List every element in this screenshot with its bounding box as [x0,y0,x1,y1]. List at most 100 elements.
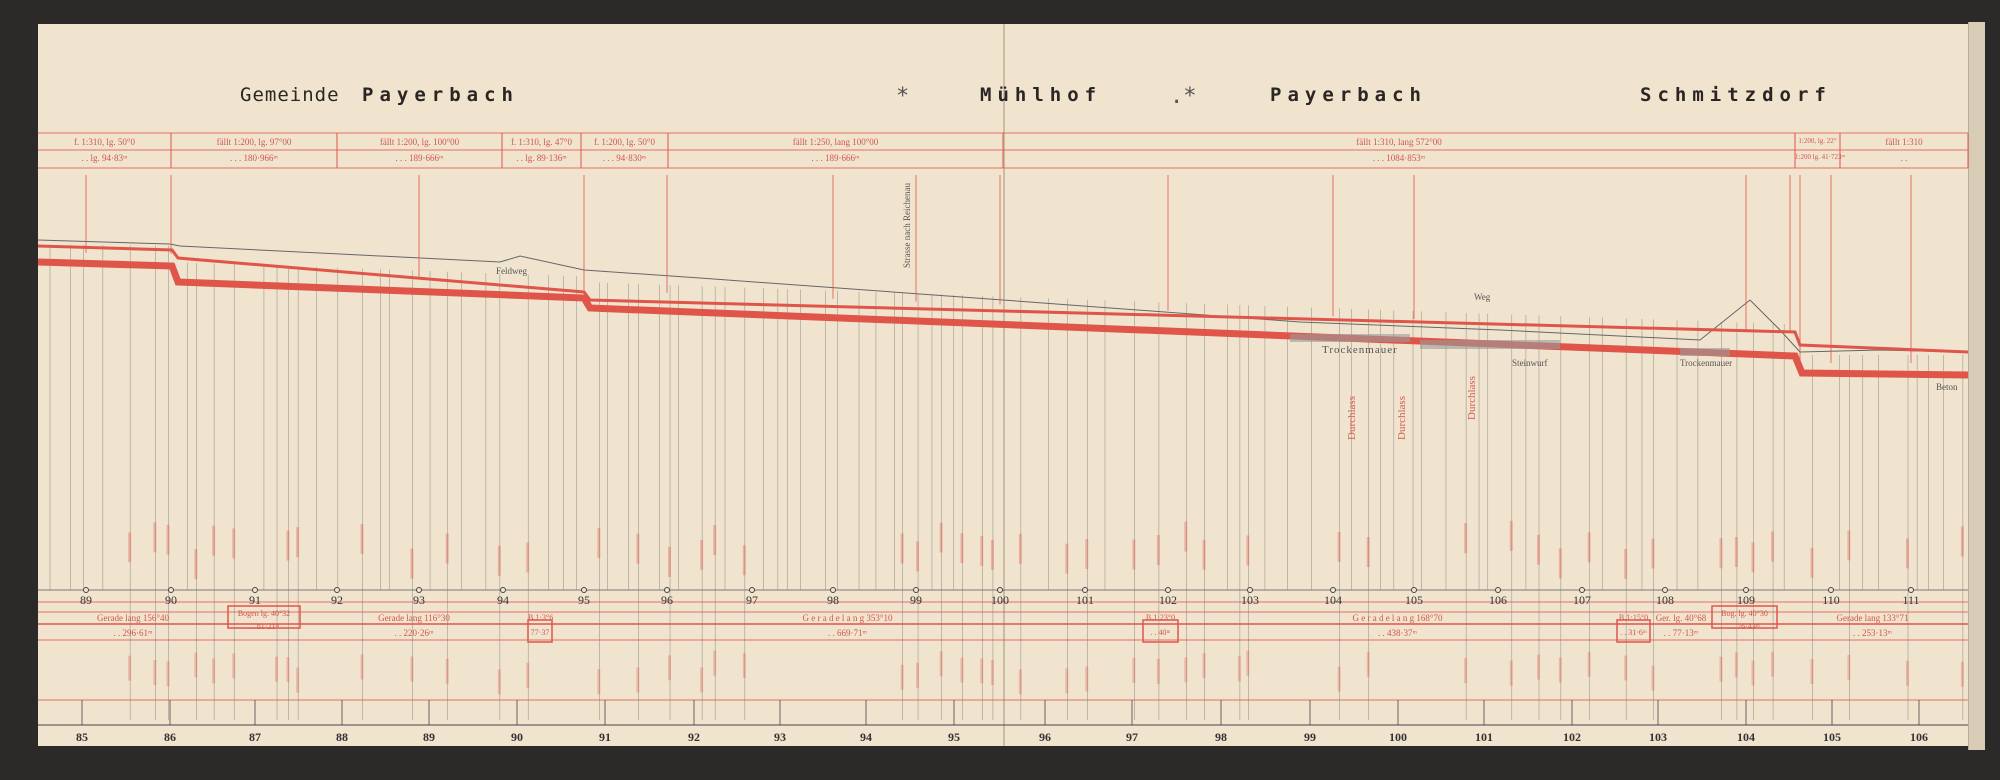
elevation-number [700,539,704,570]
elevation-number [1847,654,1851,680]
station-number: 103 [1241,593,1259,607]
elevation-number [1464,523,1468,554]
km-number: 99 [1304,730,1316,744]
alignment-cell-bottom: . . 31·6ᵐ [1620,628,1647,637]
elevation-number [1246,535,1250,566]
elevation-number [1237,656,1241,682]
gradient-cell-top: f. 1:200, lg. 50°0 [593,137,656,147]
label-durchlass: Durchlass [1346,396,1358,440]
elevation-number [212,525,216,556]
elevation-number [1558,657,1562,683]
curve-box [1711,605,1778,629]
elevation-number [1202,539,1206,570]
elevation-number [916,541,920,572]
elevation-number [153,659,157,685]
elevation-number [939,651,943,677]
elevation-number [900,664,904,690]
elevation-number [742,545,746,576]
elevation-number [1960,526,1964,557]
station-number: 93 [413,593,425,607]
elevation-number [410,548,414,579]
alignment-cell-bottom: . . 438·37ᵐ [1378,628,1417,638]
alignment-cell-top: G e r a d e l a n g 168°70 [1352,613,1443,623]
station-tick [1247,587,1253,593]
elevation-number [1651,538,1655,569]
station-number: 99 [910,593,922,607]
km-number: 100 [1389,730,1407,744]
elevation-number [360,524,364,555]
elevation-number [232,528,236,559]
gradient-cell-top: 1:200, lg. 22° [1798,137,1837,145]
gradient-cell-bottom: . . . 1084·853ᵐ [1372,153,1426,163]
elevation-number [1366,651,1370,677]
elevation-number [1132,539,1136,570]
elevation-number [1960,661,1964,687]
elevation-number [1905,660,1909,686]
elevation-number [1810,658,1814,684]
km-number: 92 [688,730,700,744]
gradient-cell-bottom: . . lg. 94·83ᵐ [81,153,128,163]
gradient-cell-top: fällt 1:250, lang 100°00 [792,137,879,147]
label-trockenmauer: Trockenmauer [1680,358,1733,368]
station-tick [500,587,506,593]
gradient-cell-top: f. 1:310, lg. 50°0 [73,137,136,147]
elevation-number [360,654,364,680]
elevation-number [296,527,300,558]
elevation-number [1018,669,1022,695]
station-number: 110 [1822,593,1840,607]
elevation-number [497,545,501,576]
alignment-cell-top: G e r a d e l a n g 353°10 [802,613,893,623]
elevation-number [1156,535,1160,566]
elevation-number [1085,666,1089,692]
km-number: 85 [76,730,88,744]
gradient-cell-bottom: . . . 189·666ᵐ [395,153,444,163]
elevation-number [742,652,746,678]
place-name: Mühlhof [980,84,1103,106]
km-number: 102 [1563,730,1581,744]
gradient-cell-bottom: 1:200 lg. 41·723ᵐ [1795,153,1845,161]
curve-box [1616,619,1651,643]
station-tick [168,587,174,593]
elevation-number [1464,658,1468,684]
alignment-cell-bottom: . . 669·71ᵐ [828,628,867,638]
station-tick [334,587,340,593]
station-number: 101 [1076,593,1094,607]
curve-box [1142,619,1179,643]
elevation-number [980,658,984,684]
elevation-number [1337,666,1341,692]
station-tick [1908,587,1914,593]
alignment-cell-bottom: . . 40ᵐ [1150,628,1171,637]
station-tick [1495,587,1501,593]
station-tick [1743,587,1749,593]
place-name: Schmitzdorf [1640,84,1832,106]
elevation-number [1751,660,1755,686]
gradient-cell-bottom: . . . 189·666ᵐ [811,153,860,163]
elevation-number [128,655,132,681]
station-tick [252,587,258,593]
place-name: Payerbach [362,84,519,106]
elevation-number [1558,548,1562,579]
elevation-number [1509,520,1513,551]
marker: .* [1170,84,1197,109]
km-number: 93 [774,730,786,744]
station-number: 100 [991,593,1009,607]
station-number: 102 [1159,593,1177,607]
station-tick [83,587,89,593]
elevation-number [1771,531,1775,562]
alignment-cell-bottom: . . 77·13ᵐ [1663,628,1699,638]
station-tick [1165,587,1171,593]
km-number: 86 [164,730,176,744]
elevation-number [1624,548,1628,579]
elevation-number [1651,665,1655,691]
center-fold [1003,24,1005,746]
elevation-number [1202,653,1206,679]
label-beton: Beton [1936,382,1958,392]
gradient-cell-bottom: . . . 180·966ᵐ [230,153,278,163]
station-number: 90 [165,593,177,607]
elevation-number [990,659,994,685]
elevation-number [526,662,530,688]
elevation-number [194,652,198,678]
elevation-number [1905,538,1909,569]
station-number: 106 [1489,593,1507,607]
